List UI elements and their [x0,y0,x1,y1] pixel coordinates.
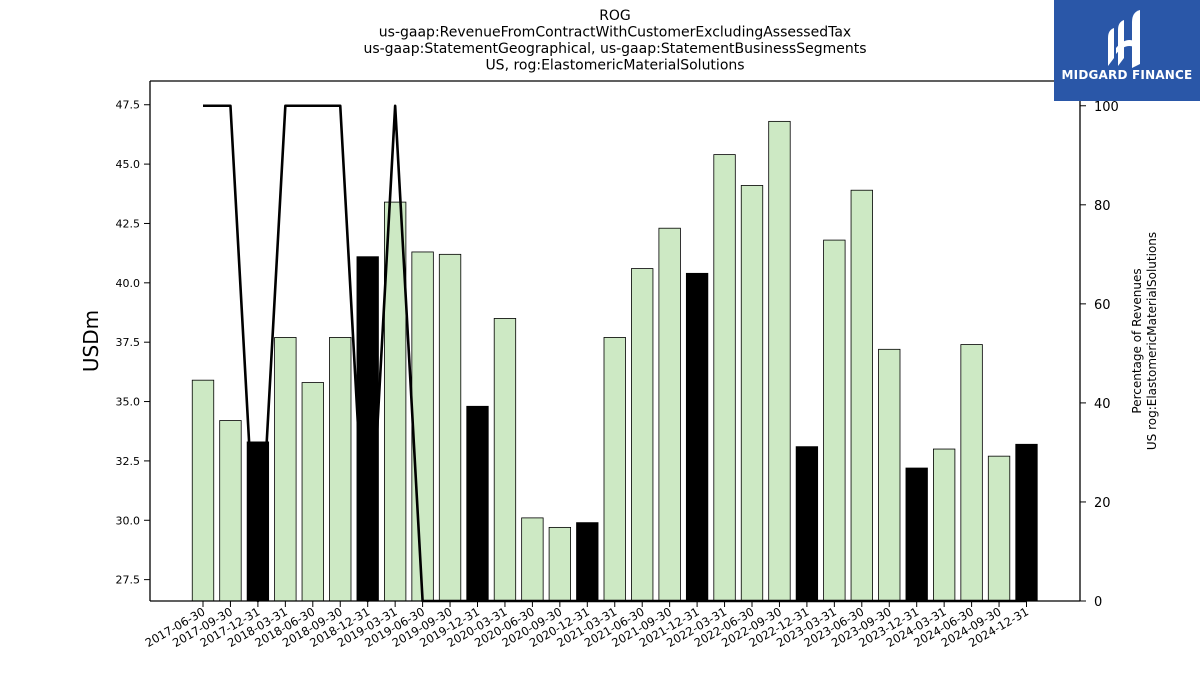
bar [850,189,873,602]
bar [466,405,489,602]
y-right-tick-label: 80 [1094,199,1111,214]
bar [905,467,928,602]
y-axis-left: 27.5 30.0 32.5 35.0 37.5 40.0 42.5 45.0 47.5 [116,99,150,587]
y-right-tick-label: 0 [1094,595,1102,610]
y-tick-label: 32.5 [116,455,141,468]
bar [356,256,379,602]
y-right-tick-label: 60 [1094,298,1111,313]
bar [658,227,681,602]
bar [795,446,819,602]
chart-title: ROGus-gaap:RevenueFromContractWithCustom… [363,8,866,74]
y-tick-label: 45.0 [116,158,141,171]
bar [987,455,1011,602]
chart-title-line: us-gaap:StatementGeographical, us-gaap:S… [363,41,866,57]
y-tick-label: 27.5 [116,574,141,587]
bar [191,379,215,602]
y-right-tick-label: 40 [1094,397,1111,412]
x-axis: 2017-06-302017-09-302017-12-312018-03-31… [143,601,1031,650]
bar [493,318,517,602]
bar [576,522,599,602]
bar [274,337,297,602]
y-tick-label: 37.5 [116,336,141,349]
y-tick-label: 35.0 [116,396,141,409]
y-right-tick-label: 100 [1094,100,1119,115]
bar [878,348,901,602]
axis-labels: USDm Percentage of Revenues US rog:Elastom… [79,232,1159,450]
bar [713,154,736,602]
bar [768,120,791,602]
logo-text: MIDGARD FINANCE [1061,68,1193,82]
bar [740,185,764,602]
y-right-tick-label: 20 [1094,496,1111,511]
y-tick-label: 42.5 [116,217,141,230]
chart-title-line: us-gaap:RevenueFromContractWithCustomerE… [379,25,851,41]
bar [685,272,709,602]
midgard-logo-icon [1108,10,1140,68]
y-tick-label: 47.5 [116,99,141,112]
bar [1015,443,1038,602]
bar [521,517,544,602]
bar [301,382,324,602]
y-axis-label: USDm [79,310,103,372]
y-right-axis-label: Percentage of Revenues [1130,268,1144,413]
chart-title-line: ROG [599,8,631,24]
bar [329,337,352,602]
midgard-finance-logo: MIDGARD FINANCE [1054,0,1200,101]
bars [191,120,1038,602]
bar [960,344,983,602]
bar [823,239,846,602]
y-right-axis-label: US rog:ElastomericMaterialSolutions [1145,232,1159,450]
y-axis-right: 0 20 40 60 80 100 [1080,100,1119,610]
bar [933,448,956,602]
bar [411,251,434,602]
bar [219,420,242,602]
bar [603,337,626,602]
bar [548,526,571,602]
y-tick-label: 30.0 [116,514,141,527]
chart-title-line: US, rog:ElastomericMaterialSolutions [485,58,744,74]
bar [438,253,462,602]
bar [631,268,654,602]
y-tick-label: 40.0 [116,277,141,290]
